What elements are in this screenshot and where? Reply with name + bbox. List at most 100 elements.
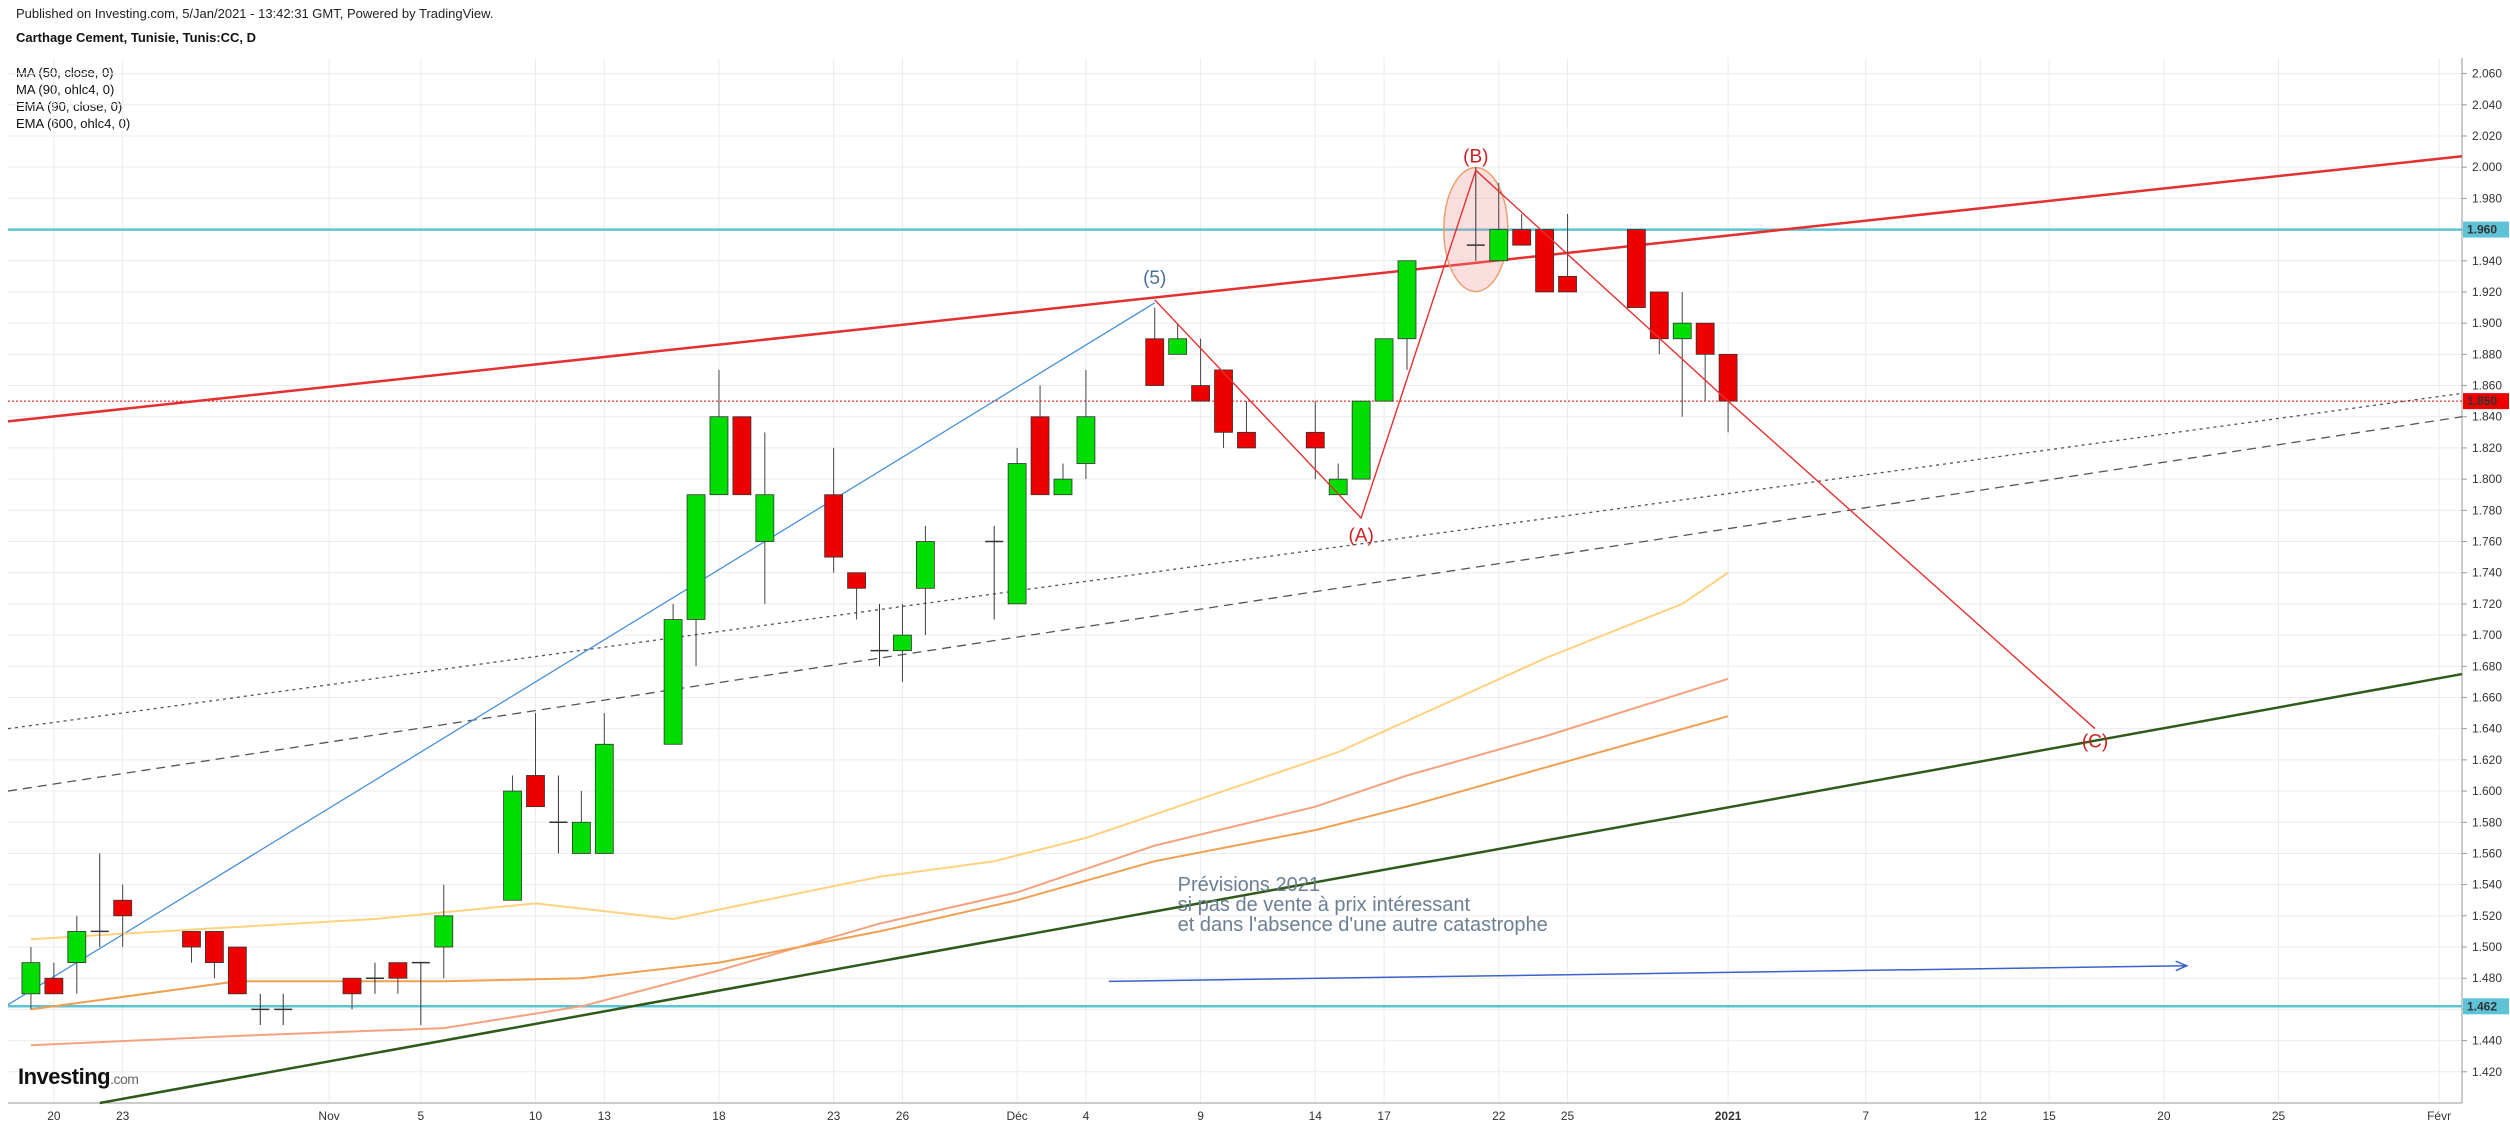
candle-body[interactable]: [67, 931, 87, 964]
y-tick-label: 1.900: [2472, 316, 2502, 330]
y-tick-label: 1.720: [2472, 597, 2502, 611]
candle-body[interactable]: [663, 619, 683, 745]
annotation-line: Prévisions 2021: [1178, 874, 1320, 896]
candle-body[interactable]: [434, 915, 454, 948]
candle-body[interactable]: [1168, 338, 1188, 355]
y-tick-label: 1.840: [2472, 410, 2502, 424]
series-ma50[interactable]: [30, 571, 1729, 941]
candle-body[interactable]: [709, 416, 729, 496]
candle-body[interactable]: [915, 541, 935, 589]
x-tick-label: 10: [529, 1109, 543, 1123]
candle-body[interactable]: [182, 931, 201, 948]
candle-body[interactable]: [1558, 275, 1577, 293]
price-tag-bg: [2463, 393, 2509, 410]
wave-label: (B): [1463, 147, 1488, 168]
x-tick-label: 4: [1083, 1109, 1090, 1123]
candle-body[interactable]: [824, 494, 844, 558]
y-tick-label: 1.880: [2472, 347, 2502, 361]
y-tick-label: 1.540: [2472, 878, 2502, 892]
y-tick-label: 1.640: [2472, 722, 2502, 736]
candle-body[interactable]: [1076, 416, 1096, 464]
x-tick-label: 23: [827, 1109, 841, 1123]
candle-body[interactable]: [1237, 431, 1256, 449]
candle-body[interactable]: [1672, 322, 1692, 340]
candle-body[interactable]: [571, 821, 591, 854]
candle-body[interactable]: [1351, 400, 1371, 480]
y-tick-label: 1.480: [2472, 971, 2502, 985]
candle-body[interactable]: [732, 416, 752, 496]
candle-body[interactable]: [21, 962, 41, 995]
candle-body[interactable]: [1214, 369, 1233, 433]
trendline-dotted-channel[interactable]: [7, 392, 2463, 730]
indicator-ema90[interactable]: EMA (90, close, 0): [16, 99, 123, 114]
trendline-green-support[interactable]: [99, 672, 2463, 1105]
x-tick-label: Nov: [318, 1109, 339, 1123]
annotation-line: si pas de vente à prix intéressant: [1178, 894, 1471, 916]
y-tick-label: 1.980: [2472, 191, 2502, 205]
x-tick-label: 17: [1377, 1109, 1391, 1123]
candle-body[interactable]: [893, 634, 912, 652]
candle-body[interactable]: [113, 899, 133, 917]
y-tick-label: 1.620: [2472, 753, 2502, 767]
series-ma90[interactable]: [30, 677, 1729, 1047]
y-tick-label: 1.920: [2472, 285, 2502, 299]
price-tag-bg: [2463, 998, 2509, 1015]
y-tick-label: 1.660: [2472, 690, 2502, 704]
candle-body[interactable]: [1007, 463, 1027, 605]
candle-body[interactable]: [1053, 478, 1073, 496]
y-tick-label: 1.680: [2472, 659, 2502, 673]
candle-body[interactable]: [227, 946, 247, 995]
trendline-red-resistance[interactable]: [7, 155, 2463, 423]
indicator-ma50[interactable]: MA (50, close, 0): [16, 65, 114, 80]
candle-body[interactable]: [1718, 353, 1738, 402]
y-tick-label: 1.800: [2472, 472, 2502, 486]
wave-path[interactable]: [1154, 169, 2096, 730]
candle-body[interactable]: [526, 775, 545, 808]
chart-title: Carthage Cement, Tunisie, Tunis:CC, D: [16, 30, 257, 45]
candle-body[interactable]: [1305, 431, 1325, 449]
candle-body[interactable]: [847, 572, 866, 589]
candle-body[interactable]: [1374, 338, 1394, 402]
candle-body[interactable]: [388, 962, 408, 979]
x-tick-label: 7: [1862, 1109, 1869, 1123]
annotation-line: et dans l'absence d'une autre catastroph…: [1178, 914, 1548, 936]
candle-body[interactable]: [503, 790, 522, 901]
y-tick-label: 1.700: [2472, 628, 2502, 642]
x-tick-label: 13: [598, 1109, 612, 1123]
trendline-dashed-channel[interactable]: [7, 416, 2463, 792]
x-tick-label: 18: [712, 1109, 726, 1123]
candle-body[interactable]: [1626, 229, 1646, 308]
candle-body[interactable]: [1397, 260, 1417, 340]
x-tick-label: 2021: [1715, 1109, 1742, 1123]
x-tick-label: 15: [2042, 1109, 2056, 1123]
candle-body[interactable]: [1030, 416, 1050, 496]
price-tag-label: 1.960: [2467, 223, 2497, 237]
x-tick-label: Févr: [2427, 1109, 2451, 1123]
candle-body[interactable]: [594, 743, 614, 854]
wave-label: (5): [1143, 268, 1166, 289]
candle-body[interactable]: [1145, 338, 1165, 386]
candle-body[interactable]: [686, 494, 706, 620]
indicator-ma90[interactable]: MA (90, ohlc4, 0): [16, 82, 115, 97]
x-tick-label: 9: [1197, 1109, 1204, 1123]
candle-body[interactable]: [1191, 385, 1210, 402]
trendline-blue-impulse[interactable]: [7, 302, 1156, 1006]
candle-body[interactable]: [1535, 229, 1555, 293]
y-tick-label: 2.060: [2472, 67, 2502, 81]
series-ema90[interactable]: [30, 715, 1729, 1011]
candle-body[interactable]: [1512, 229, 1532, 246]
indicator-ema600[interactable]: EMA (600, ohlc4, 0): [16, 116, 131, 131]
candle-body[interactable]: [755, 494, 775, 542]
candle-body[interactable]: [44, 977, 64, 995]
published-note: Published on Investing.com, 5/Jan/2021 -…: [16, 6, 494, 21]
forecast-arrow[interactable]: [1108, 964, 2187, 983]
x-tick-label: 5: [417, 1109, 424, 1123]
candle-body[interactable]: [1489, 229, 1509, 262]
y-tick-label: 1.420: [2472, 1065, 2502, 1079]
candle-body[interactable]: [342, 977, 362, 995]
candle-body[interactable]: [1695, 322, 1715, 355]
candle-body[interactable]: [205, 931, 224, 964]
indicator-legend: MA (50, close, 0) MA (90, ohlc4, 0) EMA …: [16, 64, 130, 132]
wave-label: (C): [2082, 731, 2108, 752]
